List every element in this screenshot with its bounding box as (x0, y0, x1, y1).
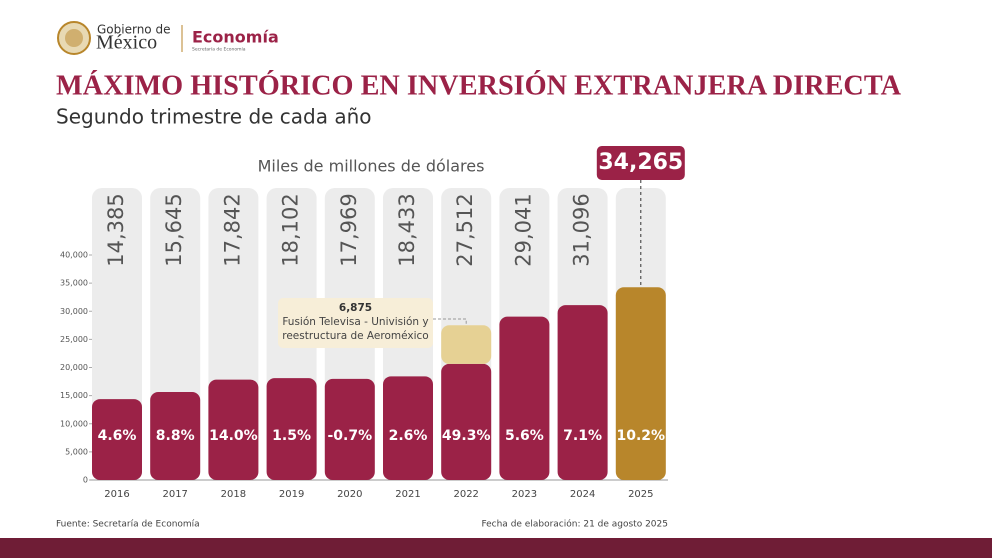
growth-label: 7.1% (563, 428, 602, 444)
y-tick-label: 0 (83, 476, 88, 485)
bar (324, 378, 375, 480)
bar (92, 399, 142, 480)
highlight-total: 34,265 (598, 150, 683, 175)
chart-subtitle: Segundo trimestre de cada año (56, 105, 372, 129)
y-tick-label: 20,000 (60, 363, 88, 372)
x-tick-label: 2016 (104, 489, 129, 500)
growth-label: 14.0% (209, 428, 258, 444)
growth-label: 2.6% (389, 428, 428, 444)
total-label: 14,385 (104, 193, 128, 266)
source: Fuente: Secretaría de Economía (56, 520, 200, 530)
total-label: 17,842 (220, 193, 244, 266)
y-tick-label: 15,000 (60, 391, 88, 400)
growth-label: 8.8% (156, 428, 195, 444)
y-tick-label: 30,000 (60, 307, 88, 316)
bar (499, 316, 550, 480)
y-axis-label: Miles de millones de dólares (258, 157, 485, 176)
x-tick-label: 2017 (162, 489, 187, 500)
x-tick-label: 2018 (221, 489, 246, 500)
annotation-text: Fusión Televisa - Univisión y reestructu… (282, 316, 429, 342)
growth-label: 5.6% (505, 428, 544, 444)
gov-top: Gobierno de (97, 23, 170, 37)
x-tick-label: 2020 (337, 489, 362, 500)
total-label: 15,645 (162, 193, 186, 266)
bar (383, 376, 433, 480)
logo: Gobierno de México Economía Secretaría d… (57, 21, 279, 55)
growth-label: 49.3% (442, 428, 491, 444)
bar (208, 379, 259, 480)
x-tick-label: 2022 (453, 489, 478, 500)
y-tick-label: 35,000 (60, 279, 88, 288)
total-label: 27,512 (453, 193, 477, 266)
highlight-box (596, 146, 685, 180)
total-label: 18,102 (279, 193, 303, 266)
growth-label: 4.6% (98, 428, 137, 444)
bar (557, 305, 608, 480)
x-tick-label: 2019 (279, 489, 304, 500)
total-label: 31,096 (570, 193, 594, 266)
total-label: 29,041 (511, 193, 535, 266)
growth-label: -0.7% (327, 428, 372, 444)
growth-label: 10.2% (617, 428, 666, 444)
total-label: 18,433 (395, 193, 419, 266)
y-tick-label: 25,000 (60, 335, 88, 344)
emblem-center (65, 29, 83, 47)
bar (615, 287, 666, 480)
bar (150, 391, 201, 480)
annotation: 6,875 Fusión Televisa - Univisión y reest… (278, 298, 433, 348)
x-tick-label: 2025 (628, 489, 653, 500)
annotation-value: 6,875 (338, 302, 373, 314)
date: Fecha de elaboración: 21 de agosto 2025 (481, 519, 668, 530)
total-label: 17,969 (337, 193, 361, 266)
chart-title: MÁXIMO HISTÓRICO EN INVERSIÓN EXTRANJERA… (56, 70, 902, 101)
dept-sub: Secretaría de Economía (192, 46, 246, 53)
x-tick-label: 2021 (395, 489, 420, 500)
bar (266, 378, 317, 480)
dept: Economía (192, 28, 279, 47)
annotation-connector (433, 318, 467, 326)
bar (441, 325, 492, 364)
footer-band (0, 538, 992, 558)
x-tick-label: 2023 (512, 489, 537, 500)
x-tick-label: 2024 (570, 489, 595, 500)
bar (441, 363, 492, 480)
y-tick-label: 5,000 (65, 447, 88, 456)
gov-main: México (96, 32, 157, 54)
growth-label: 1.5% (272, 428, 311, 444)
y-tick-label: 40,000 (60, 251, 88, 260)
y-tick-label: 10,000 (60, 419, 88, 428)
